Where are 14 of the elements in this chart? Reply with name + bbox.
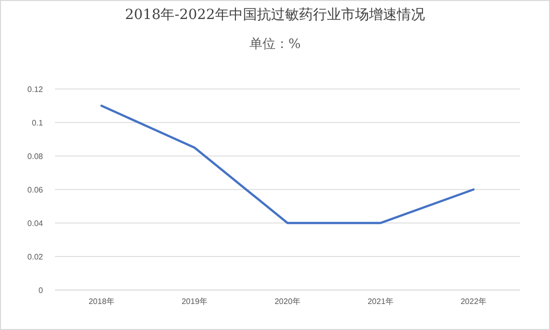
ytick: 0.06: [27, 186, 43, 194]
ytick: 0.1: [32, 118, 43, 128]
xtick: 2021年: [368, 297, 394, 306]
ytick: 0.08: [27, 152, 43, 161]
xtick: 2020年: [274, 297, 300, 306]
ytick: 0.02: [27, 252, 43, 262]
title: 2018年-2022年中国抗过敏药行业市场增速情况: [125, 7, 425, 23]
xtick: 2019年: [182, 297, 208, 306]
ytick: 0.12: [27, 85, 43, 94]
subtitle: 单位：%: [249, 37, 301, 52]
ytick: 0: [38, 286, 43, 295]
xtick: 2018年: [88, 297, 114, 306]
ytick: 0.04: [27, 219, 43, 228]
xtick: 2022年: [460, 297, 486, 306]
